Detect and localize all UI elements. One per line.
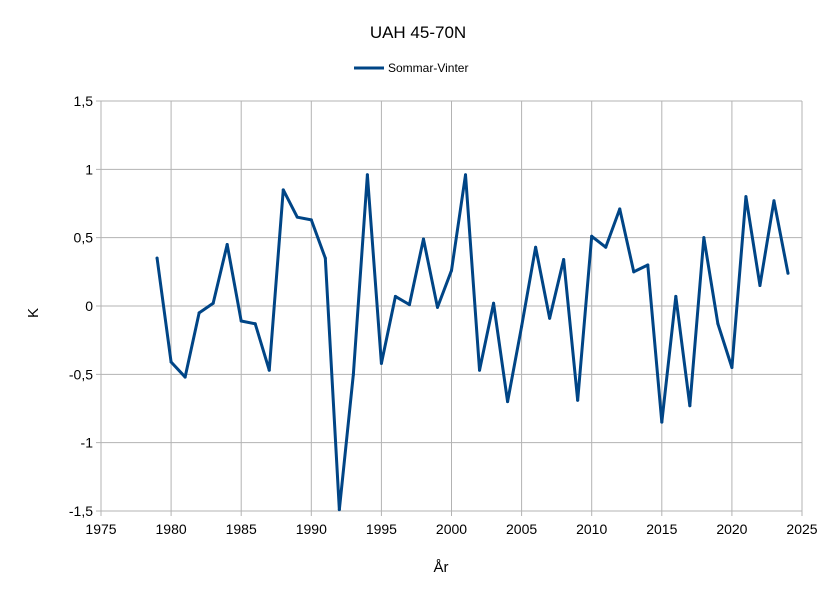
x-tick-label: 2005 bbox=[506, 521, 537, 537]
data-point-2001 bbox=[464, 173, 468, 177]
data-point-1986 bbox=[253, 322, 257, 326]
data-point-2009 bbox=[576, 398, 580, 402]
data-point-2017 bbox=[688, 404, 692, 408]
data-point-2004 bbox=[506, 400, 510, 404]
grid bbox=[96, 100, 803, 516]
data-point-1999 bbox=[435, 305, 439, 309]
x-axis-label: År bbox=[434, 559, 449, 576]
y-tick-label: 0,5 bbox=[74, 230, 94, 246]
data-point-1998 bbox=[421, 237, 425, 241]
y-tick-label: -1,5 bbox=[69, 503, 93, 519]
x-axis: 1975 1980 1985 1990 1995 2000 2005 2010 2015 2020… bbox=[85, 521, 817, 537]
x-tick-label: 1995 bbox=[366, 521, 397, 537]
series-sommar-vinter bbox=[155, 173, 790, 512]
data-point-1979 bbox=[155, 256, 159, 260]
data-point-1995 bbox=[379, 361, 383, 365]
data-point-2023 bbox=[772, 199, 776, 203]
data-point-2013 bbox=[632, 270, 636, 274]
data-point-1996 bbox=[393, 294, 397, 298]
data-point-1997 bbox=[407, 303, 411, 307]
y-tick-label: 0 bbox=[85, 298, 93, 314]
data-point-2006 bbox=[534, 245, 538, 249]
data-point-1981 bbox=[183, 375, 187, 379]
data-point-2011 bbox=[604, 245, 608, 249]
data-point-2012 bbox=[618, 207, 622, 211]
data-point-2016 bbox=[674, 294, 678, 298]
data-point-2000 bbox=[450, 268, 453, 272]
data-point-2019 bbox=[716, 322, 720, 326]
data-point-1992 bbox=[337, 508, 341, 512]
data-point-2020 bbox=[730, 366, 734, 369]
data-point-1983 bbox=[211, 301, 215, 305]
data-point-2010 bbox=[590, 234, 594, 238]
data-point-1980 bbox=[169, 360, 173, 364]
y-tick-label: -1 bbox=[81, 435, 94, 451]
data-point-2003 bbox=[492, 301, 496, 305]
chart-title: UAH 45-70N bbox=[370, 23, 466, 42]
series-line bbox=[155, 173, 790, 512]
x-tick-label: 1990 bbox=[296, 521, 327, 537]
y-tick-label: -0,5 bbox=[69, 366, 93, 382]
data-point-1984 bbox=[225, 243, 229, 246]
data-point-1982 bbox=[197, 311, 201, 315]
data-point-2002 bbox=[478, 368, 482, 372]
data-point-2008 bbox=[562, 258, 566, 262]
data-point-1988 bbox=[281, 188, 285, 192]
data-point-1989 bbox=[295, 215, 299, 219]
y-tick-label: 1 bbox=[85, 161, 93, 177]
x-tick-label: 2000 bbox=[436, 521, 467, 537]
data-point-2015 bbox=[660, 420, 664, 424]
y-axis-label: K bbox=[25, 308, 42, 318]
data-point-2024 bbox=[786, 271, 790, 275]
data-point-2005 bbox=[520, 325, 524, 328]
x-tick-label: 2010 bbox=[576, 521, 607, 537]
x-tick-label: 2015 bbox=[646, 521, 677, 537]
data-point-1994 bbox=[365, 173, 369, 177]
x-tick-label: 2025 bbox=[786, 521, 817, 537]
x-tick-label: 1980 bbox=[156, 521, 187, 537]
y-tick-label: 1,5 bbox=[74, 93, 94, 109]
data-point-2014 bbox=[646, 263, 650, 267]
x-tick-label: 1985 bbox=[226, 521, 257, 537]
data-point-2021 bbox=[744, 195, 748, 199]
y-axis: 1,5 1 0,5 0 -0,5 -1 -1,5 bbox=[69, 93, 93, 519]
data-point-1987 bbox=[267, 368, 271, 372]
data-point-1991 bbox=[323, 256, 327, 260]
x-tick-label: 2020 bbox=[716, 521, 747, 537]
data-point-2022 bbox=[758, 284, 762, 287]
legend-label: Sommar-Vinter bbox=[388, 61, 468, 75]
data-point-1985 bbox=[239, 319, 243, 323]
legend: Sommar-Vinter bbox=[354, 61, 468, 75]
data-point-2007 bbox=[548, 316, 552, 320]
data-point-1993 bbox=[351, 372, 355, 376]
data-point-2018 bbox=[702, 236, 706, 240]
x-tick-label: 1975 bbox=[85, 521, 116, 537]
data-point-1990 bbox=[309, 218, 313, 222]
